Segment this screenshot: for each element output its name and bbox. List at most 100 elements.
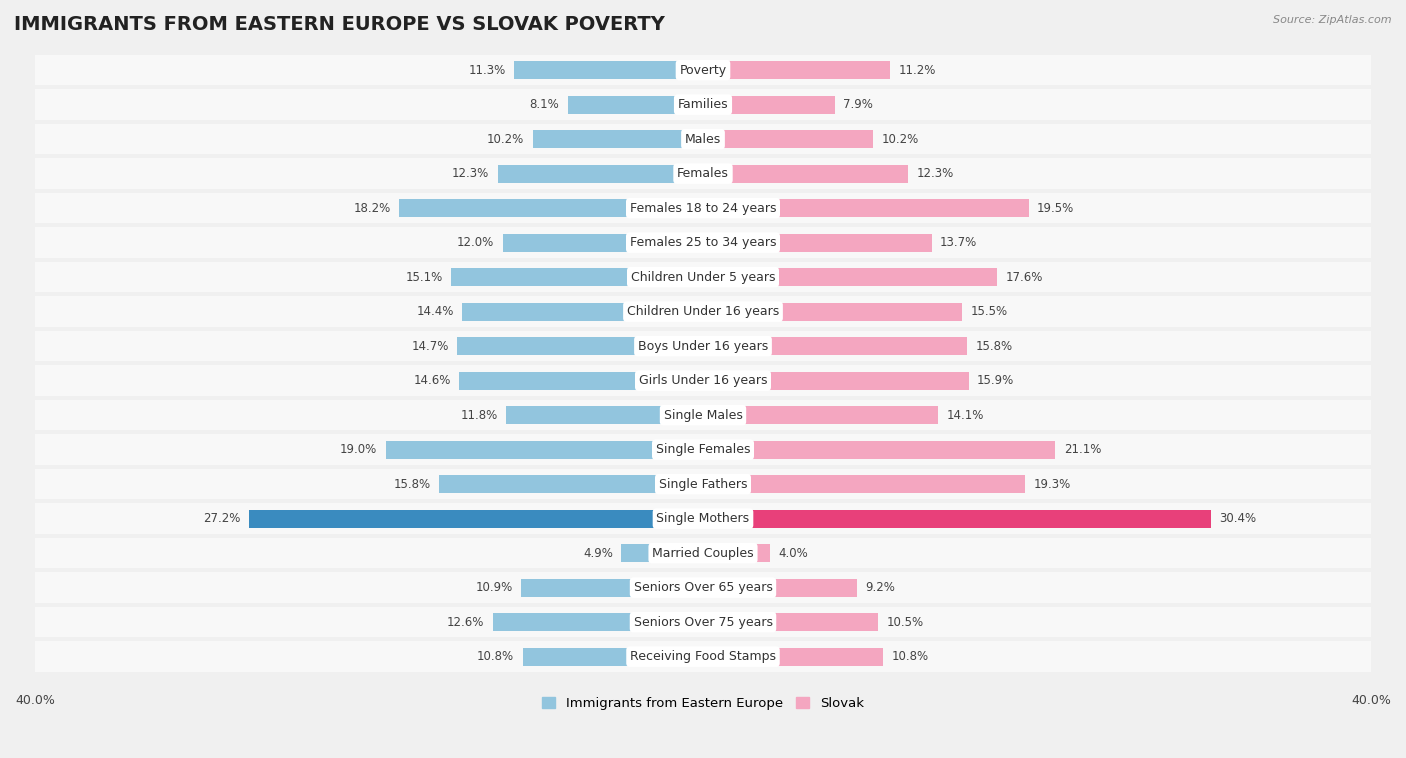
Bar (703, 130, 873, 148)
Bar (703, 613, 879, 631)
Bar (463, 302, 703, 321)
Text: 13.7%: 13.7% (941, 236, 977, 249)
Text: 15.9%: 15.9% (977, 374, 1014, 387)
Bar (35, 365, 1371, 396)
Text: 12.3%: 12.3% (451, 168, 489, 180)
Text: Families: Families (678, 98, 728, 111)
Bar (35, 503, 1371, 534)
Bar (502, 233, 703, 252)
Bar (35, 534, 1371, 538)
Text: 10.2%: 10.2% (882, 133, 920, 146)
Bar (35, 227, 1371, 258)
Text: Single Females: Single Females (655, 443, 751, 456)
Text: 12.6%: 12.6% (447, 615, 484, 628)
Text: 7.9%: 7.9% (844, 98, 873, 111)
Bar (35, 193, 1371, 224)
Bar (35, 641, 1371, 672)
Bar (703, 475, 1025, 493)
Bar (703, 96, 835, 114)
Bar (35, 331, 1371, 362)
Text: 10.9%: 10.9% (475, 581, 513, 594)
Bar (249, 509, 703, 528)
Text: Seniors Over 65 years: Seniors Over 65 years (634, 581, 772, 594)
Text: Females 25 to 34 years: Females 25 to 34 years (630, 236, 776, 249)
Bar (35, 672, 1371, 676)
Text: 19.0%: 19.0% (340, 443, 377, 456)
Text: 15.8%: 15.8% (976, 340, 1012, 352)
Legend: Immigrants from Eastern Europe, Slovak: Immigrants from Eastern Europe, Slovak (537, 692, 869, 716)
Bar (35, 158, 1371, 189)
Text: Single Fathers: Single Fathers (659, 478, 747, 490)
Bar (703, 544, 770, 562)
Bar (498, 164, 703, 183)
Bar (439, 475, 703, 493)
Bar (451, 268, 703, 286)
Text: 19.3%: 19.3% (1033, 478, 1071, 490)
Bar (703, 164, 908, 183)
Text: 4.0%: 4.0% (778, 547, 808, 559)
Bar (35, 155, 1371, 158)
Bar (703, 61, 890, 79)
Bar (703, 199, 1029, 217)
Bar (457, 337, 703, 356)
Bar (35, 86, 1371, 89)
Text: 14.7%: 14.7% (412, 340, 449, 352)
Text: 15.8%: 15.8% (394, 478, 430, 490)
Bar (703, 647, 883, 666)
Text: 18.2%: 18.2% (353, 202, 391, 215)
Bar (35, 431, 1371, 434)
Text: 14.4%: 14.4% (416, 305, 454, 318)
Bar (568, 96, 703, 114)
Text: Males: Males (685, 133, 721, 146)
Text: 17.6%: 17.6% (1005, 271, 1043, 283)
Text: Girls Under 16 years: Girls Under 16 years (638, 374, 768, 387)
Text: 21.1%: 21.1% (1064, 443, 1101, 456)
Text: Single Mothers: Single Mothers (657, 512, 749, 525)
Bar (703, 509, 1211, 528)
Text: Females: Females (678, 168, 728, 180)
Bar (523, 647, 703, 666)
Text: Seniors Over 75 years: Seniors Over 75 years (634, 615, 772, 628)
Bar (522, 578, 703, 597)
Bar (621, 544, 703, 562)
Bar (35, 568, 1371, 572)
Bar (515, 61, 703, 79)
Text: 12.3%: 12.3% (917, 168, 955, 180)
Bar (703, 578, 856, 597)
Text: 14.6%: 14.6% (413, 374, 451, 387)
Bar (35, 120, 1371, 124)
Bar (35, 500, 1371, 503)
Bar (35, 538, 1371, 568)
Bar (35, 262, 1371, 293)
Text: IMMIGRANTS FROM EASTERN EUROPE VS SLOVAK POVERTY: IMMIGRANTS FROM EASTERN EUROPE VS SLOVAK… (14, 15, 665, 34)
Text: 10.5%: 10.5% (887, 615, 924, 628)
Text: 11.3%: 11.3% (468, 64, 506, 77)
Bar (35, 572, 1371, 603)
Bar (703, 440, 1056, 459)
Bar (703, 337, 967, 356)
Bar (703, 233, 932, 252)
Text: Receiving Food Stamps: Receiving Food Stamps (630, 650, 776, 663)
Bar (533, 130, 703, 148)
Text: 11.2%: 11.2% (898, 64, 936, 77)
Bar (35, 89, 1371, 120)
Bar (35, 396, 1371, 400)
Text: 10.2%: 10.2% (486, 133, 524, 146)
Bar (35, 637, 1371, 641)
Text: 8.1%: 8.1% (530, 98, 560, 111)
Text: Poverty: Poverty (679, 64, 727, 77)
Bar (506, 406, 703, 424)
Text: Single Males: Single Males (664, 409, 742, 421)
Bar (35, 434, 1371, 465)
Bar (35, 465, 1371, 469)
Text: 4.9%: 4.9% (583, 547, 613, 559)
Text: 15.5%: 15.5% (970, 305, 1007, 318)
Text: 10.8%: 10.8% (477, 650, 515, 663)
Bar (35, 55, 1371, 86)
Text: 12.0%: 12.0% (457, 236, 495, 249)
Bar (492, 613, 703, 631)
Bar (460, 371, 703, 390)
Bar (35, 293, 1371, 296)
Text: 11.8%: 11.8% (460, 409, 498, 421)
Text: Children Under 5 years: Children Under 5 years (631, 271, 775, 283)
